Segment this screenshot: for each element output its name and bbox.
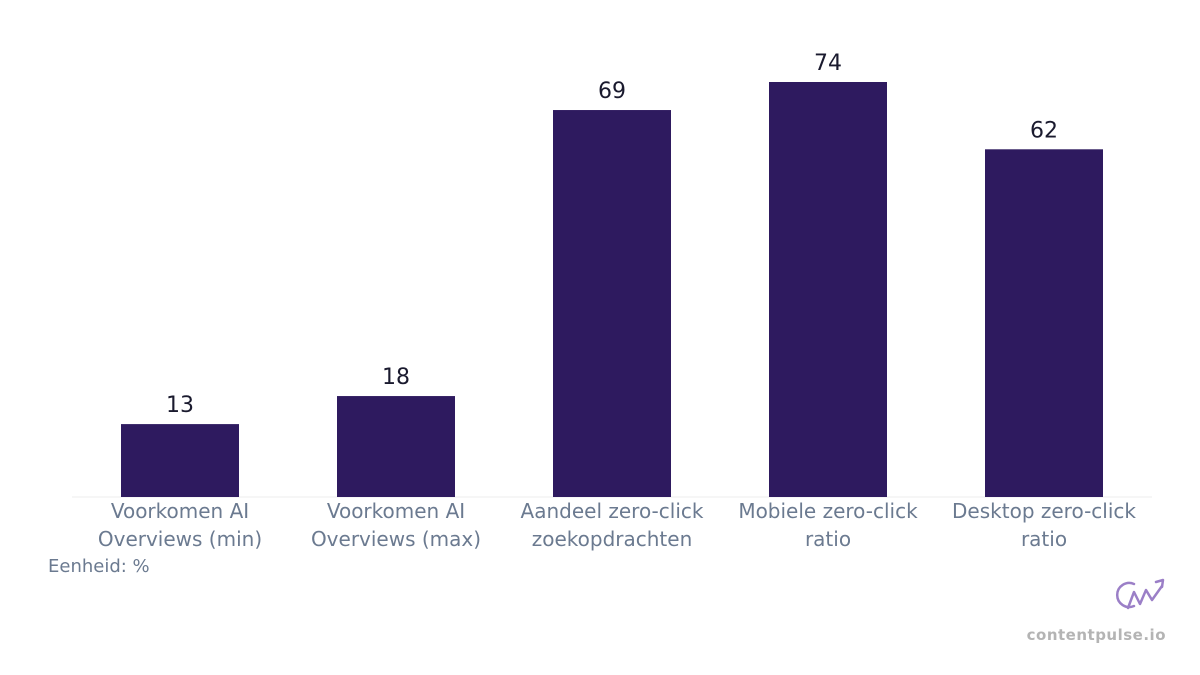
x-tick-label: Voorkomen AI Overviews (min) — [97, 499, 263, 551]
value-label: 62 — [1030, 118, 1058, 143]
value-label: 74 — [814, 51, 842, 76]
unit-note: Eenheid: % — [48, 556, 150, 577]
bar — [553, 110, 671, 498]
x-tick-label: Voorkomen AI Overviews (max) — [310, 499, 482, 551]
logo — [1116, 578, 1165, 610]
x-tick-label: Mobiele zero-click ratio — [738, 499, 918, 551]
bar — [985, 149, 1103, 497]
value-label: 13 — [166, 393, 194, 418]
logo-c — [1116, 581, 1136, 609]
value-label: 69 — [598, 79, 626, 104]
logo-arrow — [1154, 578, 1165, 589]
logo-w — [1126, 584, 1164, 610]
bar — [337, 396, 455, 497]
x-tick-label: Aandeel zero-click zoekopdrachten — [520, 499, 704, 551]
bar — [121, 424, 239, 497]
watermark: contentpulse.io — [1026, 626, 1166, 644]
bar — [769, 82, 887, 497]
x-tick-label: Desktop zero-click ratio — [952, 499, 1136, 551]
value-label: 18 — [382, 365, 410, 390]
